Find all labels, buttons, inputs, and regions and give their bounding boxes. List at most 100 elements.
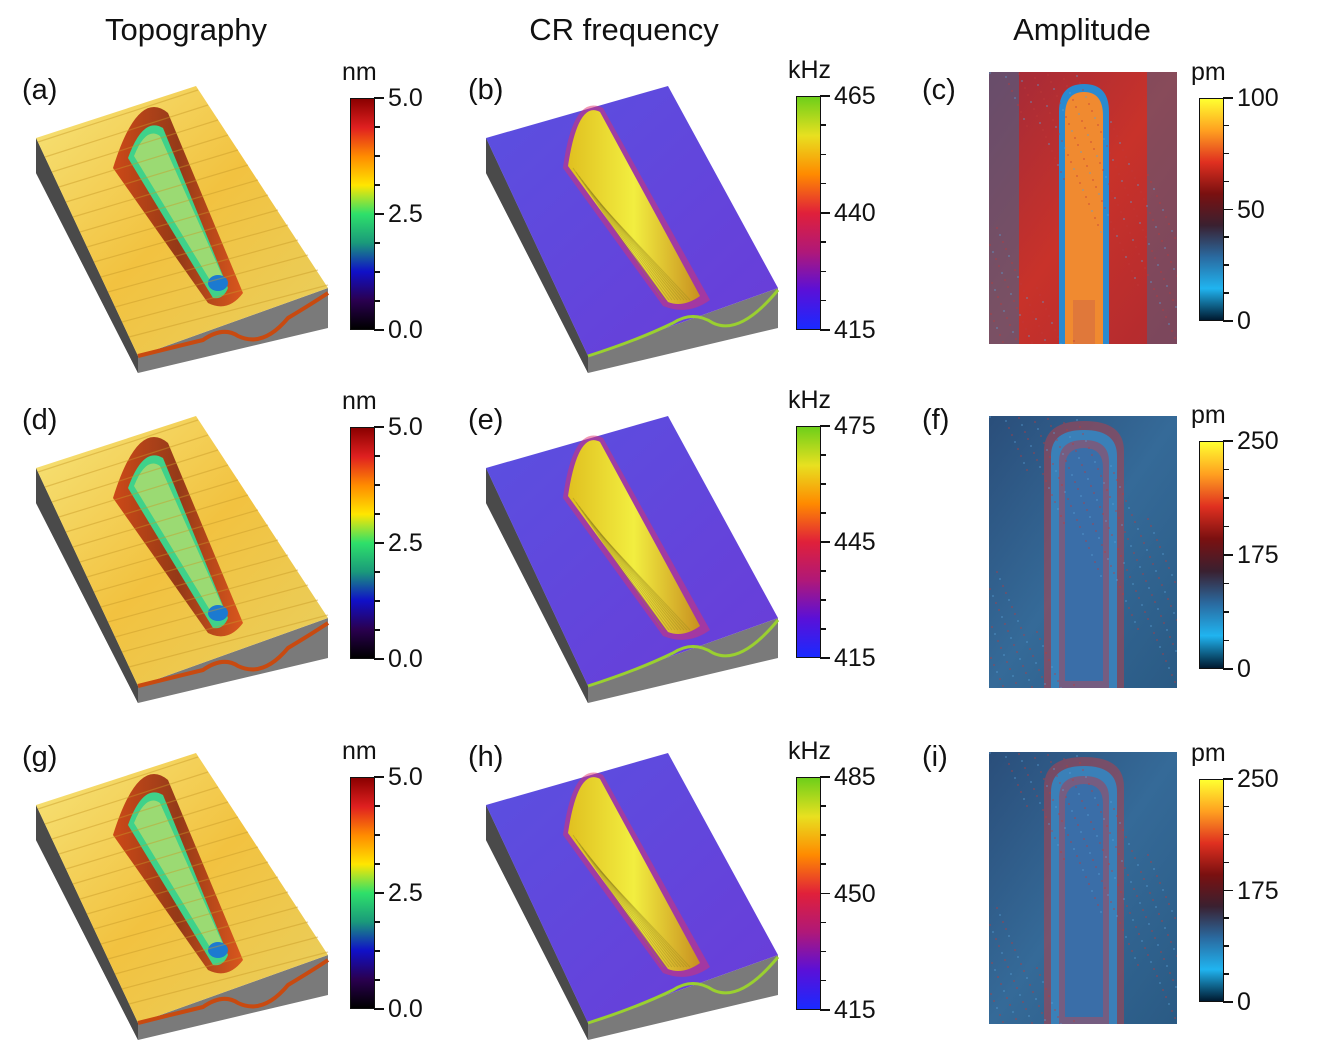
panel-label: (a) — [22, 74, 58, 106]
panel-label: (h) — [468, 741, 504, 773]
cr-frequency-3d-surface — [486, 86, 780, 373]
colorbar-tick-label: 450 — [834, 879, 876, 908]
colorbar-minor-tick — [820, 182, 826, 185]
colorbar-tick — [820, 95, 830, 97]
colorbar-tick-label: 440 — [834, 199, 876, 227]
colorbar-minor-tick — [820, 805, 826, 807]
column-title-amplitude: Amplitude — [1013, 12, 1151, 47]
colorbar-minor-tick — [374, 571, 380, 573]
colorbar-minor-tick — [820, 570, 826, 572]
colorbar-unit: kHz — [788, 386, 832, 414]
colorbar-tick-label: 2.5 — [388, 200, 423, 228]
colorbar-tick-label: 475 — [834, 412, 876, 440]
colorbar-minor-tick — [1223, 582, 1229, 584]
colorbar-unit: pm — [1191, 58, 1226, 86]
colorbar-minor-tick — [1223, 468, 1229, 470]
colorbar-minor-tick — [374, 184, 380, 186]
colorbar-tick — [374, 213, 384, 215]
colorbar-minor-tick — [1223, 124, 1229, 127]
colorbar-minor-tick — [1223, 152, 1229, 155]
colorbar-minor-tick — [820, 950, 826, 953]
colorbar — [1199, 98, 1224, 321]
panel-label: (g) — [22, 741, 58, 773]
colorbar-minor-tick — [820, 834, 826, 836]
colorbar-minor-tick — [820, 153, 826, 155]
colorbar-minor-tick — [820, 299, 826, 302]
colorbar-minor-tick — [1223, 833, 1229, 836]
colorbar-unit: pm — [1191, 739, 1226, 767]
colorbar-tick — [1223, 320, 1233, 322]
colorbar — [796, 426, 821, 658]
colorbar — [796, 96, 821, 330]
colorbar-minor-tick — [374, 629, 380, 631]
colorbar-tick — [1223, 554, 1233, 556]
colorbar-minor-tick — [1223, 639, 1229, 641]
colorbar-tick — [820, 892, 830, 894]
colorbar-minor-tick — [820, 270, 826, 272]
colorbar-tick-label: 5.0 — [388, 413, 423, 441]
colorbar — [350, 427, 375, 659]
colorbar-tick — [1223, 97, 1233, 99]
topography-3d-surface — [36, 753, 330, 1040]
panel-label: (f) — [922, 404, 950, 436]
colorbar-minor-tick — [1223, 805, 1229, 808]
colorbar-unit: nm — [342, 58, 377, 86]
panel-label: (c) — [922, 74, 956, 106]
colorbar-tick — [820, 212, 830, 214]
colorbar-minor-tick — [1223, 945, 1229, 947]
panel-label: (d) — [22, 404, 58, 436]
colorbar-tick-label: 250 — [1237, 765, 1279, 793]
colorbar-tick-label: 5.0 — [388, 763, 423, 791]
colorbar-tick — [1223, 440, 1233, 442]
colorbar-minor-tick — [820, 863, 826, 865]
colorbar-unit: kHz — [788, 737, 832, 765]
amplitude-map — [989, 416, 1177, 688]
colorbar-minor-tick — [1223, 917, 1229, 919]
colorbar-tick — [1223, 889, 1233, 891]
cr-frequency-3d-surface — [486, 416, 780, 703]
colorbar — [796, 777, 821, 1010]
colorbar-minor-tick — [374, 242, 380, 244]
colorbar-tick — [820, 329, 830, 331]
colorbar-tick-label: 0 — [1237, 655, 1251, 683]
colorbar-tick-label: 415 — [834, 996, 876, 1024]
colorbar-tick — [374, 97, 384, 99]
colorbar-minor-tick — [1223, 180, 1229, 183]
colorbar-minor-tick — [820, 241, 826, 243]
colorbar-unit: pm — [1191, 401, 1226, 429]
colorbar-tick — [1223, 1001, 1233, 1003]
colorbar-tick-label: 0.0 — [388, 995, 423, 1023]
colorbar-tick-label: 415 — [834, 644, 876, 672]
colorbar — [350, 98, 375, 330]
colorbar-tick-label: 0 — [1237, 307, 1251, 335]
colorbar-tick-label: 0.0 — [388, 645, 423, 673]
colorbar-minor-tick — [374, 863, 380, 865]
colorbar-tick — [374, 1008, 384, 1010]
cr-frequency-3d-surface — [486, 753, 780, 1040]
colorbar-tick — [820, 776, 830, 778]
colorbar-minor-tick — [374, 455, 380, 457]
colorbar-tick-label: 415 — [834, 316, 876, 344]
colorbar-tick — [374, 892, 384, 894]
colorbar-minor-tick — [820, 124, 826, 126]
colorbar-tick-label: 2.5 — [388, 529, 423, 557]
colorbar-minor-tick — [820, 599, 826, 601]
panel-label: (i) — [922, 741, 948, 773]
colorbar-minor-tick — [374, 921, 380, 923]
colorbar-minor-tick — [1223, 525, 1229, 527]
colorbar-tick-label: 465 — [834, 82, 876, 110]
colorbar-tick-label: 175 — [1237, 541, 1279, 569]
colorbar — [1199, 779, 1224, 1002]
colorbar-minor-tick — [820, 483, 826, 485]
colorbar-unit: kHz — [788, 56, 832, 84]
colorbar-tick-label: 5.0 — [388, 84, 423, 112]
panel-label: (e) — [468, 404, 504, 436]
colorbar-minor-tick — [820, 512, 826, 514]
colorbar-tick-label: 0.0 — [388, 316, 423, 344]
colorbar-minor-tick — [1223, 497, 1229, 499]
colorbar-tick-label: 50 — [1237, 195, 1265, 224]
colorbar-minor-tick — [374, 126, 380, 128]
panel-label: (b) — [468, 74, 504, 106]
colorbar-tick — [374, 776, 384, 778]
colorbar-minor-tick — [1223, 973, 1229, 975]
